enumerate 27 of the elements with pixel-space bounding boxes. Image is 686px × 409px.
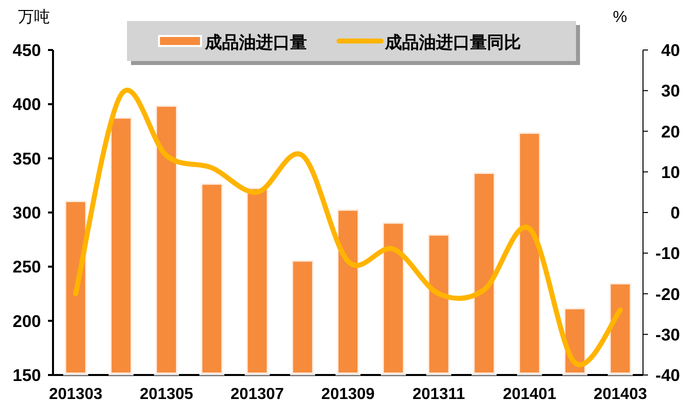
y-tick-label: 200 [12, 312, 41, 331]
legend-label: 成品油进口量同比 [384, 33, 521, 52]
y2-tick-label: -30 [655, 325, 680, 344]
y2-axis-title: % [612, 9, 628, 26]
y2-tick-label: -40 [655, 366, 680, 385]
y2-tick-label: 20 [661, 122, 680, 142]
x-tick-label: 201403 [594, 386, 648, 403]
x-tick-label: 201307 [230, 386, 284, 403]
y2-tick-label: -10 [655, 244, 680, 264]
y-tick-label: 350 [12, 149, 41, 168]
y-tick-label: 400 [12, 95, 41, 114]
y2-tick-label: 0 [670, 204, 680, 222]
y-tick-label: 450 [12, 41, 41, 60]
x-tick-label: 201305 [140, 386, 194, 403]
x-tick-label: 201303 [48, 386, 102, 403]
y-tick-label: 150 [12, 366, 41, 385]
x-tick-label: 201311 [412, 386, 466, 403]
x-tick-label: 201401 [502, 386, 556, 403]
y2-tick-label: 40 [661, 41, 680, 60]
y2-tick-label: 30 [661, 82, 680, 101]
y2-tick-label: -20 [655, 284, 680, 304]
y2-tick-label: 10 [661, 162, 680, 182]
y-axis-title: 万吨 [18, 8, 50, 26]
x-tick-label: 201309 [321, 386, 375, 403]
legend-label: 成品油进口量 [204, 33, 307, 52]
y-tick-label: 250 [12, 258, 41, 277]
y-tick-label: 300 [12, 204, 41, 222]
